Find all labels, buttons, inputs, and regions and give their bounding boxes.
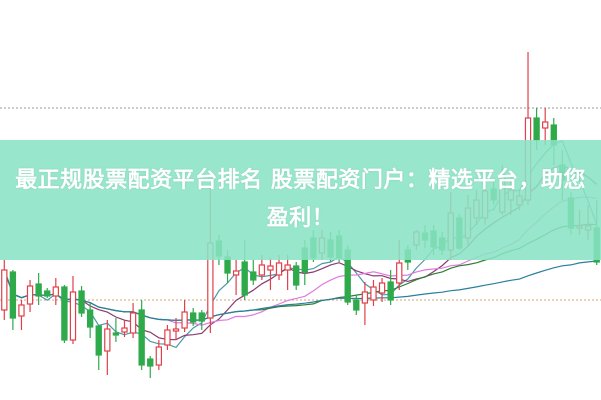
candle-down — [241, 261, 248, 296]
candle-up — [275, 262, 283, 276]
candle-down — [86, 309, 94, 328]
candle-down — [35, 283, 42, 297]
candle-up — [69, 291, 77, 341]
title-banner: 最正规股票配资平台排名 股票配资门户：精选平台，助您盈利！ — [0, 140, 601, 260]
candle-down — [95, 325, 102, 356]
candle-up — [18, 304, 25, 317]
candle-up — [164, 329, 171, 346]
banner-title: 最正规股票配资平台排名 股票配资门户：精选平台，助您盈利！ — [15, 168, 586, 231]
moving-average-line-60 — [3, 260, 597, 321]
candle-down — [293, 265, 300, 286]
candle-down — [353, 299, 360, 311]
candle-up — [121, 327, 128, 333]
candle-down — [44, 290, 51, 297]
candle-up — [542, 121, 549, 129]
candle-up — [129, 312, 137, 334]
candle-up — [181, 311, 188, 329]
candle-up — [1, 269, 8, 311]
candle-down — [9, 271, 17, 319]
candle-up — [172, 328, 180, 332]
candle-down — [61, 286, 68, 341]
candle-down — [138, 309, 145, 366]
candle-up — [378, 282, 386, 294]
candle-up — [396, 262, 403, 284]
candle-down — [147, 358, 154, 367]
candle-up — [267, 265, 274, 271]
candle-up — [361, 291, 369, 304]
candle-up — [232, 270, 240, 276]
candle-up — [104, 328, 111, 352]
candle-down — [387, 281, 394, 301]
candle-down — [112, 332, 120, 336]
candle-up — [155, 346, 163, 366]
candle-down — [198, 312, 205, 322]
candle-down — [190, 312, 197, 323]
candle-down — [533, 117, 540, 141]
candle-up — [52, 286, 59, 297]
candle-up — [370, 286, 377, 301]
candle-up — [258, 264, 266, 276]
candle-down — [250, 271, 257, 281]
candle-up — [26, 285, 34, 305]
candle-down — [78, 290, 85, 314]
candle-up — [284, 264, 291, 271]
